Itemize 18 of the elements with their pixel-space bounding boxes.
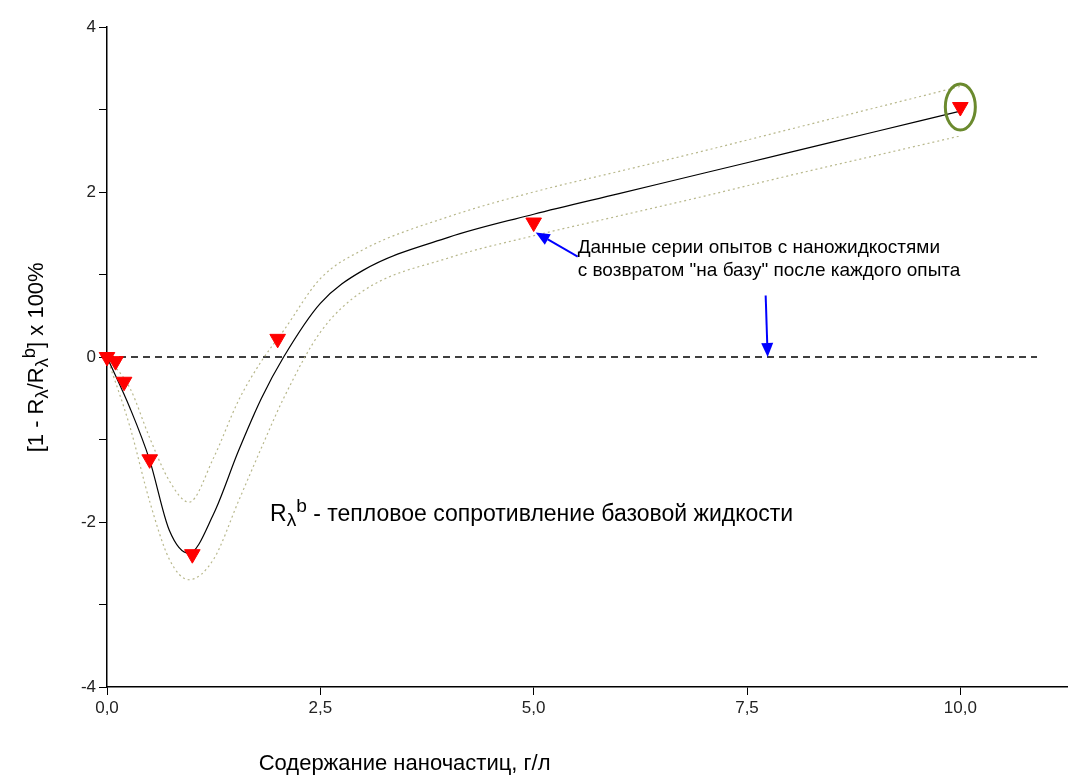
y-tick-label: 4 bbox=[86, 16, 96, 36]
x-axis-title: Содержание наночастиц, г/л bbox=[257, 749, 552, 777]
point bbox=[141, 454, 158, 469]
point bbox=[269, 333, 286, 349]
x-tick-label: 0,0 bbox=[95, 697, 119, 717]
y-tick-label: -2 bbox=[80, 511, 96, 531]
point bbox=[184, 549, 201, 564]
point bbox=[115, 376, 133, 392]
y-tick-label: 0 bbox=[86, 346, 96, 366]
x-tick-label: 2,5 bbox=[308, 697, 333, 717]
x-tick-label: 5,0 bbox=[521, 697, 546, 717]
x-tick-label: 7,5 bbox=[735, 697, 759, 717]
y-tick-label: 2 bbox=[86, 181, 96, 201]
y-tick-label: -4 bbox=[80, 676, 96, 696]
x-tick-label: 10,0 bbox=[943, 697, 977, 717]
annotation: Данные серии опытов с наножидкостями с возвратом "на базу" после каждого опыта bbox=[577, 234, 961, 283]
point bbox=[525, 217, 542, 233]
annotation: R$_{λ}$$^{b}$ - тепловое сопротивление базовой жидкости bbox=[270, 494, 794, 533]
